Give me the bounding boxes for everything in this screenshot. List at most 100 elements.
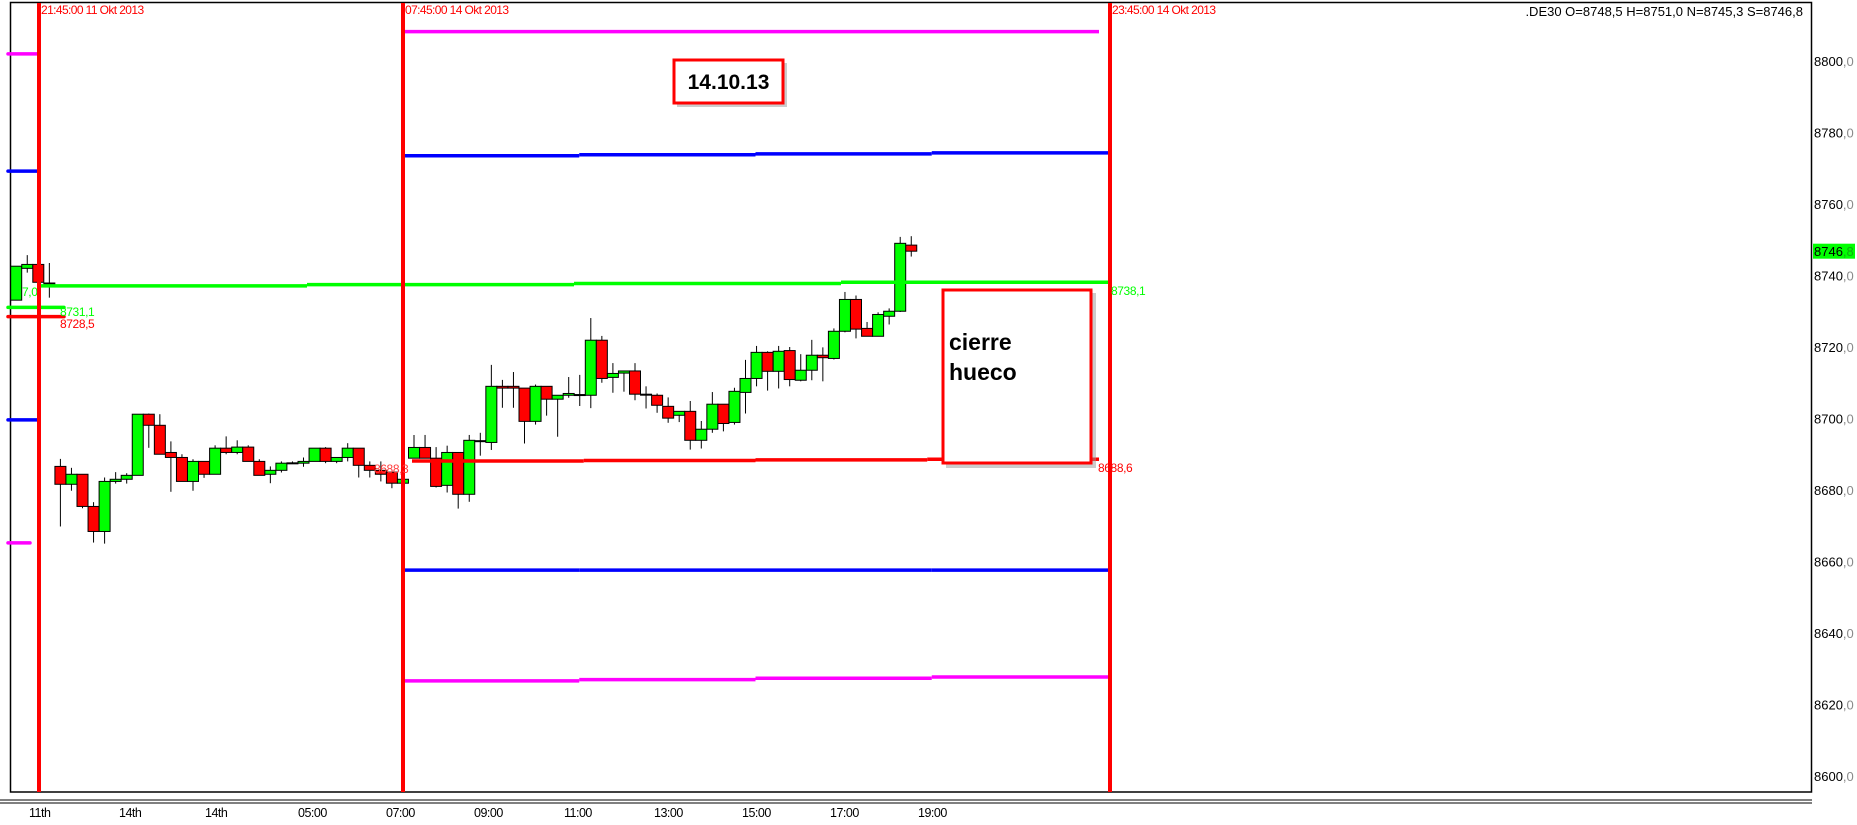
candle [264, 466, 277, 484]
y-tick-int: 8780 [1814, 126, 1843, 141]
candle [10, 265, 23, 301]
candle [109, 472, 122, 484]
candle-body-up [297, 460, 310, 464]
candle-body-down [640, 393, 653, 396]
candle [76, 473, 89, 509]
candle-body-down [452, 451, 465, 495]
candle-body-up [330, 456, 343, 462]
last-price-tag-bg [1813, 243, 1855, 259]
candle-body-up [750, 351, 763, 379]
candle-body-up [120, 474, 133, 480]
candle-body-down [164, 451, 177, 458]
candle-body-up [485, 385, 498, 443]
candle-body-up [617, 370, 630, 374]
session-timestamp: 23:45:00 14 Okt 2013 [1112, 3, 1216, 17]
candle-body-down [662, 405, 675, 419]
candle [783, 347, 796, 387]
y-tick-dec: ,0 [1843, 340, 1854, 355]
candle-body-up [673, 410, 686, 416]
session-timestamp: 07:45:00 14 Okt 2013 [405, 3, 509, 17]
candle [330, 456, 343, 464]
candle-body-up [695, 428, 708, 441]
candle-body-up [21, 263, 34, 269]
level-label-red-right: 8688,6 [1098, 461, 1133, 475]
candle [595, 335, 608, 383]
candle [606, 363, 619, 393]
candle-body-up [529, 385, 542, 422]
candle-body-down [783, 350, 796, 381]
y-tick-dec: ,0 [1843, 698, 1854, 713]
y-tick-dec: ,0 [1843, 197, 1854, 212]
date-box-text: 14.10.13 [688, 71, 770, 94]
session-timestamp: 21:45:00 11 Okt 2013 [41, 3, 144, 17]
candle [385, 471, 398, 489]
candle-body-down [761, 351, 774, 372]
candle-body-down [352, 447, 365, 466]
candle-body-up [308, 447, 321, 462]
candle-body-up [65, 473, 78, 485]
candle [905, 236, 918, 257]
candle-body-down [54, 465, 67, 485]
x-tick-label: 19:00 [918, 806, 947, 820]
candle [794, 354, 807, 382]
y-tick-label: 8600,0 [1814, 769, 1854, 784]
candle-body-up [872, 313, 885, 337]
candle-body-down [717, 403, 730, 425]
candle-body-down [76, 473, 89, 507]
candle [297, 457, 310, 467]
candle [463, 434, 476, 502]
y-tick-int: 8660 [1814, 555, 1843, 570]
candle [540, 385, 553, 416]
y-tick-label: 8620,0 [1814, 698, 1854, 713]
candle [894, 236, 907, 312]
date-annotation-box[interactable]: 14.10.13 [672, 58, 787, 107]
candle [651, 393, 664, 413]
candle-body-up [10, 265, 23, 301]
candle [529, 384, 542, 425]
candle [131, 413, 144, 476]
candle-body-up [739, 377, 752, 393]
x-tick-label: 09:00 [474, 806, 503, 820]
candle-body-down [142, 413, 155, 426]
candle-body-up [772, 350, 785, 372]
candle-body-down [684, 410, 697, 441]
candle-body-down [220, 447, 233, 453]
candle-body-up [551, 394, 564, 400]
candle [153, 414, 166, 455]
y-tick-dec: ,0 [1843, 412, 1854, 427]
candle [275, 461, 288, 473]
candle [695, 421, 708, 449]
candle [883, 308, 896, 325]
y-tick-int: 8680 [1814, 483, 1843, 498]
x-tick-label: 17:00 [830, 806, 859, 820]
note-text-line2: hueco [949, 359, 1017, 385]
candle [253, 459, 266, 476]
candle [419, 434, 432, 459]
x-axis: 11th 14th 14th 05:00 07:00 09:00 11:00 13:00 15:… [29, 806, 948, 820]
y-tick-dec: ,0 [1843, 555, 1854, 570]
candle [98, 477, 111, 544]
candle [308, 447, 321, 462]
x-tick-label: 11:00 [564, 806, 592, 820]
y-tick-int: 8720 [1814, 340, 1843, 355]
y-tick-label: 8680,0 [1814, 483, 1854, 498]
level-label-prev-green: 8731,1 [60, 305, 95, 319]
level-label-green-right: 8738,1 [1111, 284, 1146, 298]
candle-body-down [595, 339, 608, 379]
candle [507, 372, 520, 408]
candle-body-up [408, 446, 420, 459]
candle-body-down [651, 394, 664, 406]
candle [242, 445, 255, 462]
candle [805, 339, 818, 381]
candle-body-up [441, 451, 454, 486]
candle-body-down [419, 446, 432, 459]
x-tick-label: 07:00 [386, 806, 415, 820]
level-label-partial: 7,0 [22, 285, 38, 299]
candle-body-up [794, 369, 807, 381]
note-annotation-box[interactable]: cierre hueco [941, 288, 1096, 468]
y-tick-int: 8700 [1814, 412, 1843, 427]
y-tick-dec: ,0 [1843, 626, 1854, 641]
y-tick-label: 8800,0 [1814, 54, 1854, 69]
y-tick-label: 8720,0 [1814, 340, 1854, 355]
